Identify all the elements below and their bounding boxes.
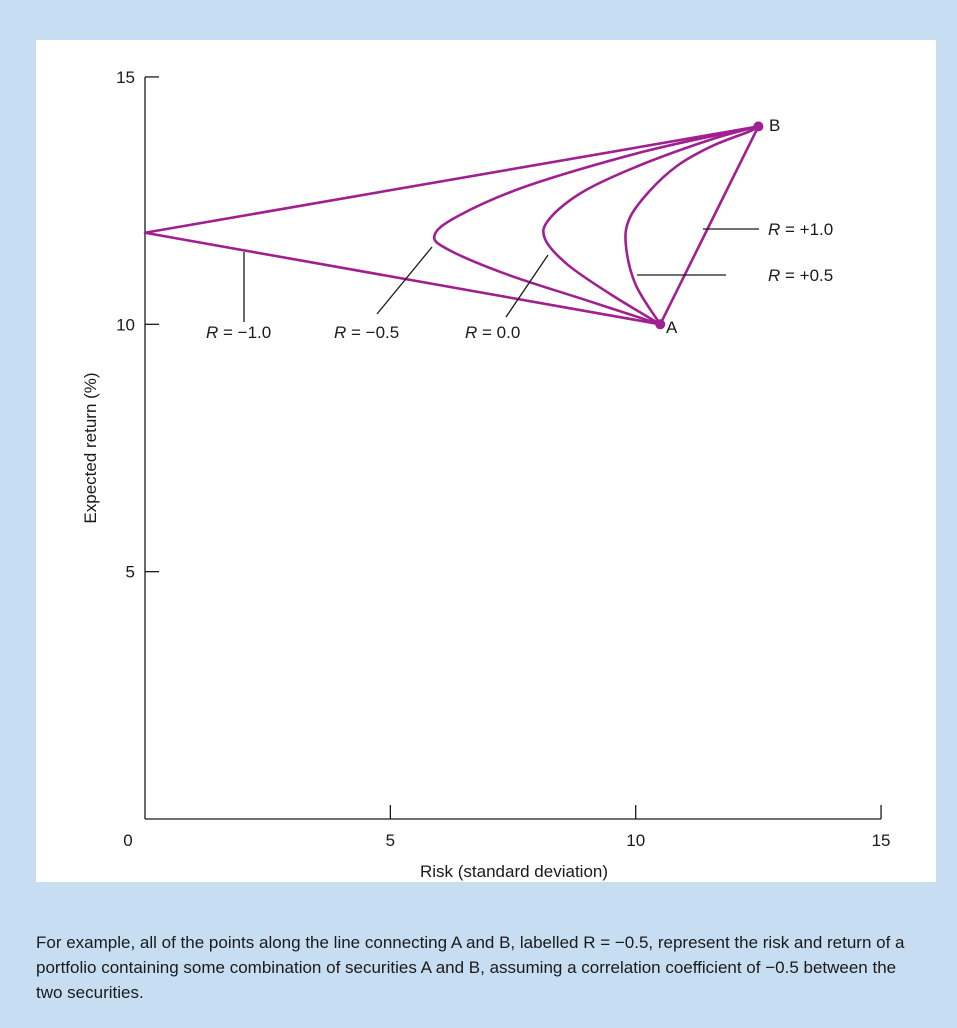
r-symbol: R — [768, 220, 780, 239]
label-r-zero: R = 0.0 — [465, 323, 520, 342]
point-label-b: B — [769, 116, 780, 135]
y-tick-label: 15 — [116, 68, 135, 87]
y-tick-label: 10 — [116, 315, 135, 334]
point-label-a: A — [666, 318, 678, 337]
r-symbol: R — [768, 266, 780, 285]
r-value: = 0.0 — [477, 323, 520, 342]
figure-caption: For example, all of the points along the… — [36, 933, 905, 1002]
r-value: = +0.5 — [780, 266, 833, 285]
r-symbol: R — [206, 323, 218, 342]
r-value: = +1.0 — [780, 220, 833, 239]
y-tick-label: 5 — [126, 563, 135, 582]
series-curve-1 — [624, 125, 760, 325]
y-axis-title: Expected return (%) — [81, 372, 100, 523]
x-axis-title: Risk (standard deviation) — [420, 862, 608, 881]
curve-labels: BAR = +1.0R = +0.5R = 0.0R = −0.5R = −1.… — [206, 116, 833, 342]
axis-ticks: 0 5 10 15 5 10 15 — [116, 68, 890, 850]
x-tick-label: 10 — [626, 831, 645, 850]
leader-line — [376, 246, 433, 315]
r-symbol: R — [465, 323, 477, 342]
r-value: = −0.5 — [346, 323, 399, 342]
security-point-b — [753, 121, 764, 132]
security-point-a — [655, 319, 666, 330]
label-r-minus-1: R = −1.0 — [206, 323, 271, 342]
label-r-plus-1: R = +1.0 — [768, 220, 833, 239]
x-tick-label: 15 — [872, 831, 891, 850]
label-r-plus-0-5: R = +0.5 — [768, 266, 833, 285]
series-curve-2 — [542, 125, 759, 326]
r-value: = −1.0 — [218, 323, 271, 342]
x-tick-label: 0 — [123, 831, 132, 850]
r-symbol: R — [334, 323, 346, 342]
x-tick-label: 5 — [386, 831, 395, 850]
series-curve-3 — [432, 125, 759, 326]
leader-line — [505, 254, 549, 318]
label-r-minus-0-5: R = −0.5 — [334, 323, 399, 342]
correlation-curves — [143, 121, 764, 330]
label-leader-lines — [243, 228, 759, 322]
series-curve-0 — [659, 125, 760, 325]
series-curve-4 — [143, 125, 759, 326]
